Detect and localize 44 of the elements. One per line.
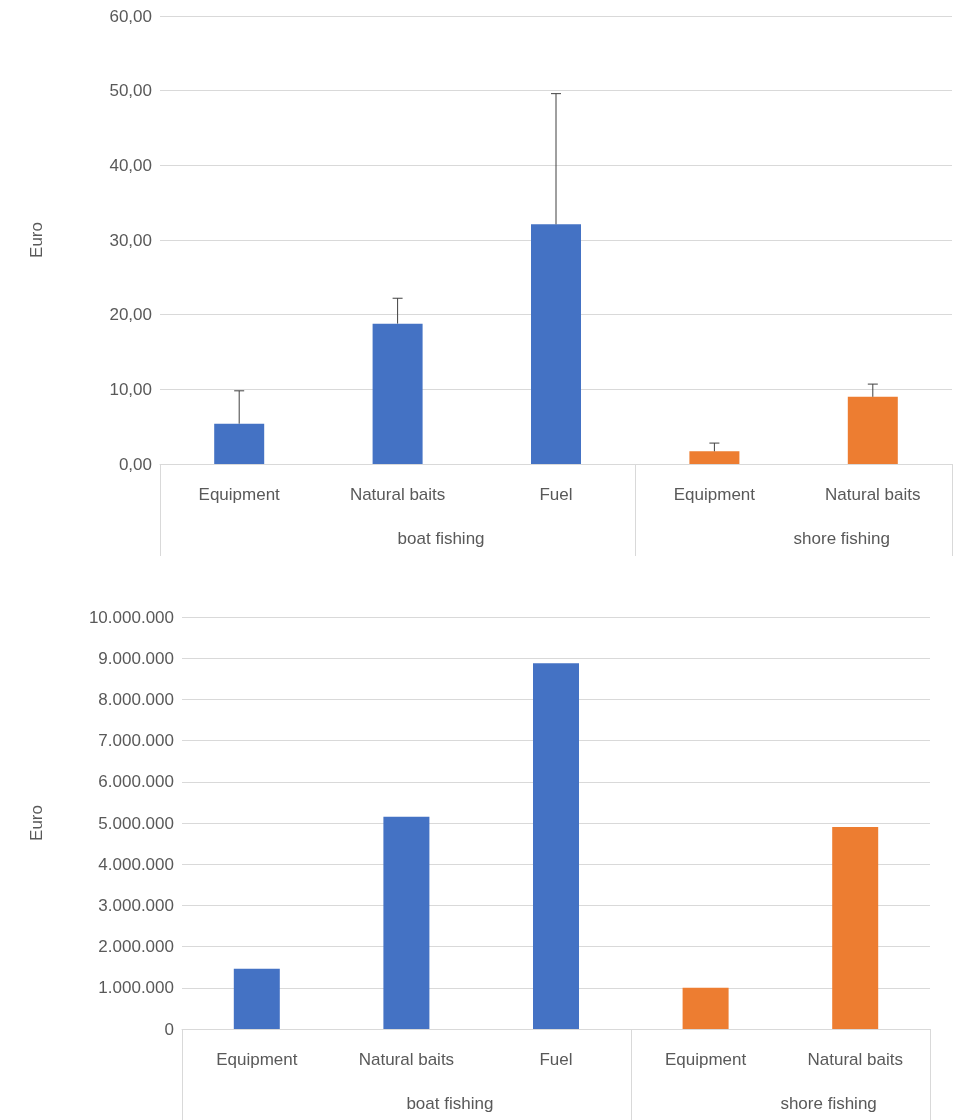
y-tick-label: 0,00 [118,454,152,474]
y-tick-label: 1.000.000 [98,978,174,998]
bar [847,396,898,464]
x-tick-label: Equipment [664,1050,747,1069]
y-tick-label: 20,00 [109,305,152,325]
text: boat fishing [397,529,485,548]
bar [383,816,430,1029]
y-tick-label: 40,00 [109,155,152,175]
y-tick-label: 9.000.000 [98,648,174,668]
x-tick-label: Natural baits [807,1050,903,1069]
bar [214,423,265,464]
bar [832,827,879,1029]
y-tick-label: 30,00 [109,230,152,250]
text: shore fishing [780,1094,877,1113]
bar [689,451,740,464]
bar [531,224,581,464]
y-tick-label: 50,00 [109,81,152,101]
x-tick-label: Equipment [673,485,756,504]
bar [233,968,280,1029]
y-tick-label: 10.000.000 [88,607,174,627]
y-tick-label: 60,00 [109,6,152,26]
y-tick-label: 10,00 [109,379,152,399]
y-tick-label: 0 [164,1019,174,1039]
x-tick-label: Fuel [539,485,573,504]
text: shore fishing [793,529,890,548]
y-tick-label: 2.000.000 [98,937,174,957]
text: boat fishing [406,1094,494,1113]
x-tick-label: Equipment [216,1050,298,1069]
bar [533,663,579,1029]
y-tick-label: 6.000.000 [98,772,174,792]
y-tick-label: 5.000.000 [98,813,174,833]
bar [372,323,423,464]
y-tick-label: 3.000.000 [98,895,174,915]
x-tick-label: Natural baits [349,485,446,504]
y-axis-title: Euro [27,805,46,841]
x-tick-label: Natural baits [358,1050,455,1069]
y-tick-label: 4.000.000 [98,854,174,874]
y-axis-title: Euro [27,222,46,258]
x-tick-label: Fuel [539,1050,573,1069]
x-tick-label: Equipment [198,485,281,504]
y-tick-label: 8.000.000 [98,689,174,709]
y-tick-label: 7.000.000 [98,731,174,751]
bar [682,987,729,1029]
x-tick-label: Natural baits [825,485,921,504]
